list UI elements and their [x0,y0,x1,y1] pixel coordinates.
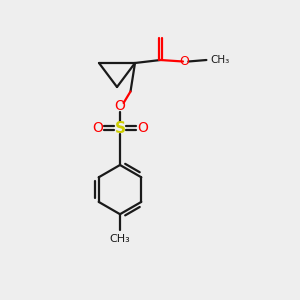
Text: CH₃: CH₃ [110,234,130,244]
Text: O: O [92,121,103,135]
Text: O: O [115,100,125,113]
Text: O: O [180,55,189,68]
Text: O: O [137,121,148,135]
Text: CH₃: CH₃ [211,55,230,65]
Text: S: S [115,121,125,136]
